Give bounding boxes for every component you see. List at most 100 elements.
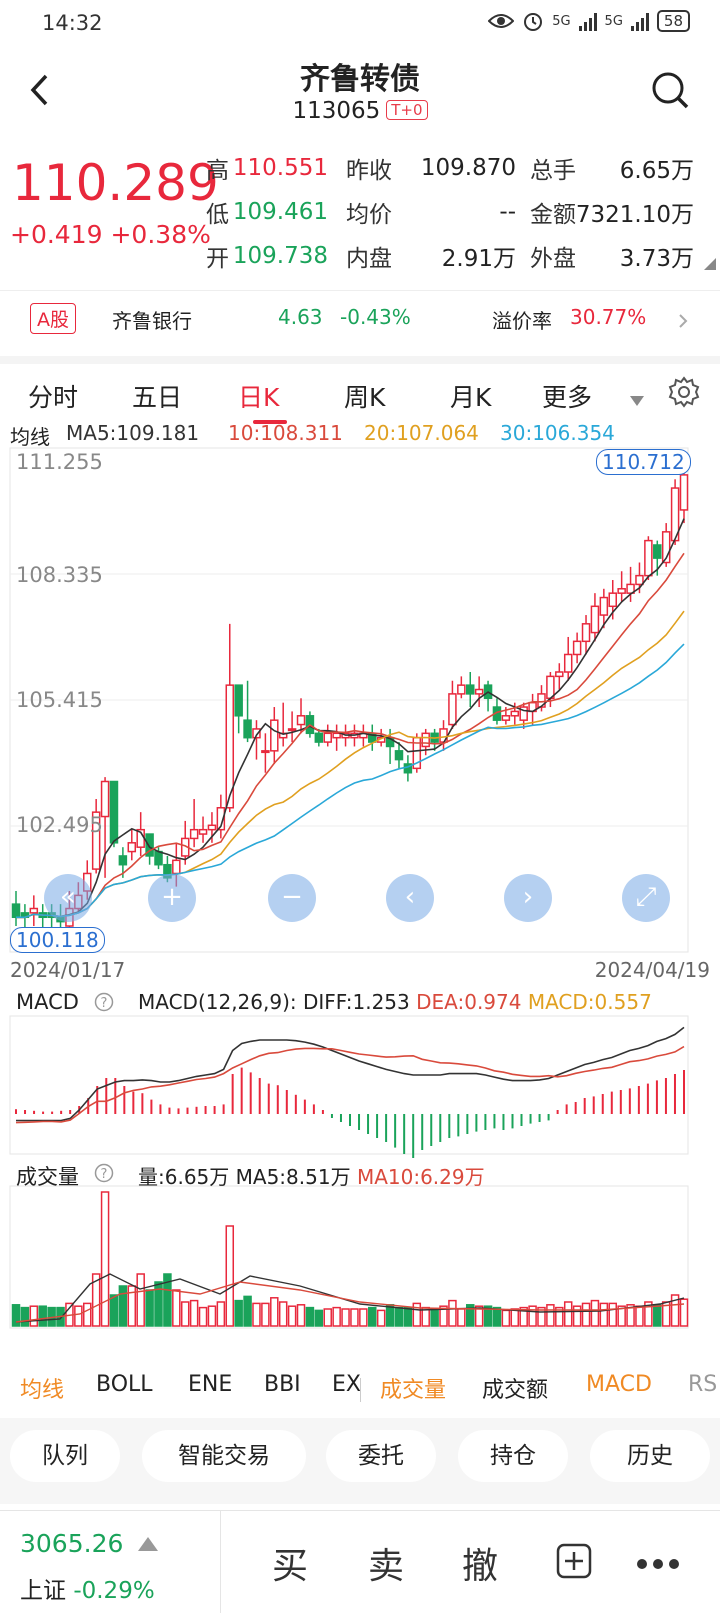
tab-2[interactable]: 日K <box>238 383 280 412</box>
tab-1[interactable]: 五日 <box>132 383 183 412</box>
cancel-order-button[interactable]: 撤 <box>462 1546 499 1587</box>
indicator-tab-5[interactable]: 成交量 <box>380 1378 447 1403</box>
volume-bar <box>572 1305 582 1327</box>
volume-ma10: MA10:6.29万 <box>356 1165 485 1189</box>
ma-legend-label: 均线 <box>10 425 50 449</box>
volume-bar <box>20 1306 30 1327</box>
more-button[interactable] <box>636 1555 680 1574</box>
buy-button[interactable]: 买 <box>272 1546 309 1587</box>
volume-bar <box>483 1305 493 1327</box>
search-button[interactable] <box>650 70 690 114</box>
candle-body <box>501 715 511 721</box>
indicator-tab-1[interactable]: BOLL <box>96 1372 153 1397</box>
tab-5[interactable]: 更多 <box>542 383 593 412</box>
volume-bar <box>528 1305 537 1327</box>
volume-bar <box>341 1308 350 1327</box>
prev-icon[interactable]: ‹ <box>386 874 434 922</box>
indicator-tab-7[interactable]: MACD <box>586 1372 652 1397</box>
quote-value: 110.551 <box>232 155 328 181</box>
candle-body <box>457 684 466 695</box>
scroll-left-icon[interactable]: « <box>44 874 92 922</box>
macd-diff: DIFF:1.253 <box>303 990 410 1014</box>
volume-bar <box>83 1302 92 1327</box>
next-icon[interactable]: › <box>504 874 552 922</box>
related-stock-row[interactable]: A股 齐鲁银行 4.63 -0.43% 溢价率 30.77% <box>0 290 720 350</box>
candle-body <box>172 859 181 875</box>
candle-body <box>679 474 689 511</box>
volume-bar <box>207 1305 217 1327</box>
volume-bar <box>29 1305 39 1327</box>
chart-settings-button[interactable] <box>668 376 700 412</box>
volume-bar <box>154 1281 163 1327</box>
candle-body <box>332 732 341 739</box>
indicator-tab-0[interactable]: 均线 <box>20 1378 65 1403</box>
price-tick-2: 108.335 <box>16 563 103 587</box>
date-end: 2024/04/19 <box>594 958 710 982</box>
action-button-1[interactable]: 智能交易 <box>142 1430 306 1482</box>
volume-frame <box>9 1185 689 1329</box>
min-price-label: 100.118 <box>10 927 105 953</box>
chart-period-tabs: 分时 五日 日K 周K 月K 更多 <box>0 356 720 424</box>
candle-body <box>644 539 653 577</box>
indicator-tab-4[interactable]: EX <box>332 1372 361 1397</box>
quote-label: 内盘 <box>346 246 392 272</box>
zoom-out-icon[interactable]: − <box>268 874 316 922</box>
quote-grid: 高 110.551 昨收 109.870 总手 6.65万低 109.461 均价 -- 金额 73… <box>206 146 716 278</box>
candle-body <box>207 824 217 831</box>
candle-body <box>385 736 395 748</box>
fullscreen-icon[interactable]: ⤢ <box>622 874 670 922</box>
indicator-tab-8[interactable]: RS <box>688 1372 718 1397</box>
help-icon-2[interactable]: ? <box>94 1163 114 1183</box>
triangle-up-icon <box>138 1537 158 1551</box>
related-stock-price: 4.63 <box>278 305 323 329</box>
candle-body <box>581 623 591 643</box>
diff-line <box>16 1026 685 1122</box>
sell-button[interactable]: 卖 <box>368 1546 405 1587</box>
candle-body <box>555 671 564 678</box>
volume-bar <box>109 1294 119 1327</box>
quote-row: 开 109.738 内盘 2.91万 外盘 3.73万 <box>206 234 716 278</box>
gear-icon <box>668 376 700 408</box>
candle-body <box>11 903 21 919</box>
change-percent: +0.38% <box>110 220 211 249</box>
help-icon[interactable]: ? <box>94 992 114 1012</box>
volume-title: 成交量 <box>16 1165 79 1189</box>
volume-bar <box>145 1289 154 1327</box>
quote-value: 7321.10万 <box>575 202 694 228</box>
volume-bar <box>376 1309 386 1327</box>
back-button[interactable] <box>28 72 50 115</box>
quote-label: 昨收 <box>346 158 392 184</box>
kline-chart-svg[interactable] <box>0 424 720 1364</box>
action-button-4[interactable]: 历史 <box>590 1430 710 1482</box>
indicator-tab-6[interactable]: 成交额 <box>482 1378 549 1403</box>
expand-corner-icon[interactable] <box>704 258 716 270</box>
tab-0[interactable]: 分时 <box>28 383 79 412</box>
quote-panel: 110.289 +0.419 +0.38% 高 110.551 昨收 109.870 总… <box>0 140 720 280</box>
premium-label: 溢价率 <box>492 309 552 333</box>
action-button-2[interactable]: 委托 <box>326 1430 436 1482</box>
ma10-line <box>16 552 685 919</box>
indicator-tab-3[interactable]: BBI <box>264 1372 301 1397</box>
quote-row: 高 110.551 昨收 109.870 总手 6.65万 <box>206 146 716 190</box>
status-time: 14:32 <box>42 11 103 35</box>
volume-bar <box>501 1309 511 1327</box>
volume-bar <box>457 1308 466 1327</box>
zoom-in-icon[interactable]: + <box>148 874 196 922</box>
tab-3[interactable]: 周K <box>344 383 386 412</box>
candle-body <box>127 842 137 853</box>
volume-bar <box>118 1285 128 1327</box>
action-button-3[interactable]: 持仓 <box>458 1430 568 1482</box>
ma5-legend: MA5:109.181 <box>66 421 200 445</box>
volume-bar <box>225 1225 235 1327</box>
volume-bar <box>270 1297 279 1327</box>
signal-label-1: 5G <box>552 13 571 29</box>
indicator-tab-2[interactable]: ENE <box>188 1372 233 1397</box>
volume-bar <box>555 1306 564 1327</box>
volume-bar <box>198 1306 208 1327</box>
action-button-0[interactable]: 队列 <box>10 1430 120 1482</box>
kline-chart-area[interactable]: 均线 MA5:109.181 10:108.311 20:107.064 30:… <box>0 421 720 1364</box>
volume-bar <box>537 1306 546 1327</box>
tab-4[interactable]: 月K <box>450 383 492 412</box>
index-name-line: 上证 -0.29% <box>20 1571 155 1605</box>
add-button[interactable] <box>556 1543 592 1583</box>
